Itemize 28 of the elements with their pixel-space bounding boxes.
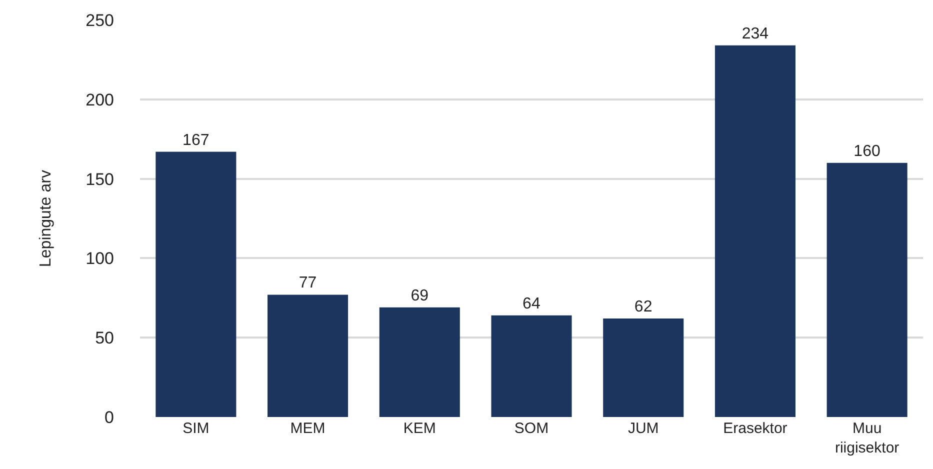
bar [826,162,908,417]
bar [491,315,572,417]
bar [268,294,348,417]
bar [156,152,236,417]
x-tick-label: Muu riigisektor [834,420,900,456]
bar [379,307,460,417]
bar [714,45,796,417]
data-label: 69 [410,287,429,304]
y-tick-label: 50 [95,328,114,348]
x-tick-label: MEM [290,420,326,437]
data-label: 62 [634,298,652,316]
y-tick-label: 0 [104,408,114,427]
data-label: 64 [522,295,540,312]
x-tick-label: Erasektor [723,420,788,437]
y-axis-title: Lepingute arv [38,170,55,267]
data-label: 160 [854,142,880,160]
data-label: 167 [182,132,210,149]
x-tick-label: SIM [182,420,210,437]
y-tick-label: 200 [86,90,114,110]
data-label: 77 [298,274,317,292]
x-tick-label: JUM [628,420,659,437]
bar [603,318,684,417]
y-tick-label: 250 [86,10,114,30]
x-tick-label: KEM [403,420,436,437]
data-label: 234 [742,25,769,42]
y-tick-label: 150 [86,170,114,189]
x-tick-label: SOM [514,420,549,437]
y-tick-label: 100 [86,249,114,268]
